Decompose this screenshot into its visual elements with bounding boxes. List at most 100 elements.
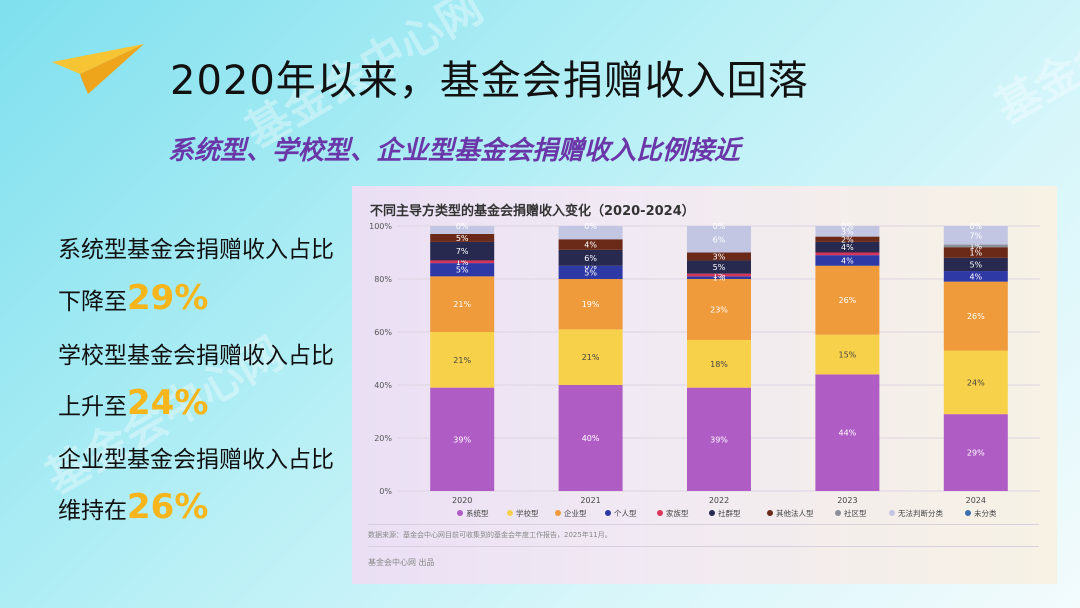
bar-segment: [815, 374, 880, 491]
bar-segment: [943, 226, 1008, 245]
highlight-3-value-line: 维持在26%: [58, 487, 208, 527]
bar-segment: [943, 281, 1008, 351]
highlight-1-value: 29%: [127, 278, 209, 318]
highlight-2-value-line: 上升至24%: [58, 383, 208, 423]
data-label: 0%: [841, 222, 854, 231]
bar-segment: [687, 226, 751, 253]
legend-label: 社区型: [844, 508, 867, 518]
legend-label: 学校型: [516, 508, 539, 518]
data-label: 1%: [969, 242, 982, 251]
bar-segment: [430, 263, 495, 277]
data-label: 4%: [841, 256, 854, 265]
data-label: 5%: [456, 266, 469, 275]
highlight-3-prefix: 维持在: [58, 498, 127, 524]
bar-segment: [943, 257, 1008, 272]
bar-segment: [943, 350, 1008, 415]
y-tick-label: 100%: [369, 222, 392, 231]
data-label: 39%: [453, 435, 471, 444]
chart-footer: 基金会中心网 出品: [368, 558, 435, 567]
bar-segment: [687, 387, 751, 491]
data-label: 0%: [584, 262, 597, 271]
bar-segment: [943, 247, 1008, 258]
data-label: 4%: [584, 241, 597, 250]
bar-segment: [815, 226, 880, 237]
bar-segment: [430, 387, 495, 491]
data-label: 0%: [456, 222, 469, 231]
stacked-bar-chart: 0%20%40%60%80%100%39%21%21%5%1%7%5%0%202…: [369, 222, 1040, 518]
divider: [368, 546, 1039, 547]
bar-segment: [558, 385, 623, 491]
legend-marker: [767, 510, 773, 516]
bar-segment: [558, 329, 623, 385]
chart-source: 数据来源：基金会中心网目前可收集到的基金会年度工作报告，2025年11月。: [368, 531, 612, 539]
bar-segment: [687, 252, 751, 261]
bar-segment: [815, 252, 880, 256]
highlight-1-value-line: 下降至29%: [58, 278, 208, 318]
bar-segment: [430, 241, 495, 261]
x-tick-label: 2020: [452, 496, 472, 505]
x-tick-label: 2023: [837, 496, 857, 505]
legend-marker: [657, 510, 663, 516]
data-label: 0%: [713, 222, 726, 231]
y-tick-label: 20%: [374, 434, 392, 443]
data-label: 26%: [967, 312, 985, 321]
legend-label: 系统型: [466, 508, 489, 518]
data-label: 1%: [713, 274, 726, 283]
legend-label: 社群型: [718, 508, 741, 518]
legend-marker: [507, 510, 513, 516]
data-label: 1%: [713, 271, 726, 280]
bar-segment: [815, 265, 880, 335]
data-label: 3%: [713, 252, 726, 261]
data-label: 0%: [969, 222, 982, 231]
bar-segment: [687, 273, 751, 277]
data-label: 6%: [713, 235, 726, 244]
bar-segment: [687, 260, 751, 274]
x-tick-label: 2024: [966, 496, 986, 505]
bar-segment: [558, 249, 623, 266]
highlight-1-label: 系统型基金会捐赠收入占比: [58, 237, 334, 263]
highlight-2-prefix: 上升至: [58, 394, 127, 420]
data-label: 24%: [967, 378, 985, 387]
data-label: 5%: [584, 268, 597, 277]
x-tick-label: 2022: [709, 496, 729, 505]
legend-marker: [457, 510, 463, 516]
data-label: 4%: [969, 272, 982, 281]
data-label: 26%: [839, 296, 857, 305]
legend-marker: [835, 510, 841, 516]
highlight-3-label: 企业型基金会捐赠收入占比: [58, 447, 334, 473]
bar-segment: [687, 276, 751, 279]
data-label: 7%: [456, 247, 469, 256]
data-label: 44%: [839, 429, 857, 438]
bar-segment: [558, 265, 623, 279]
legend-marker: [709, 510, 715, 516]
legend-label: 家族型: [666, 508, 689, 518]
data-label: 21%: [453, 356, 471, 365]
bar-segment: [558, 279, 623, 330]
chart-card: 不同主导方类型的基金会捐赠收入变化（2020-2024） 0% 20% 40% 60%…: [352, 186, 1057, 584]
data-label: 7%: [969, 231, 982, 240]
bar-segment: [943, 414, 1008, 491]
data-label: 5%: [969, 260, 982, 269]
legend-label: 个人型: [614, 509, 637, 518]
bar-segment: [687, 279, 751, 340]
bar-segment: [815, 236, 880, 242]
bar-segment: [687, 339, 751, 388]
data-label: 1%: [969, 249, 982, 258]
data-label: 18%: [710, 360, 728, 369]
legend-marker: [889, 510, 895, 516]
bar-segment: [558, 239, 623, 250]
data-label: 2%: [841, 235, 854, 244]
legend-label: 无法判断分类: [898, 508, 943, 518]
data-label: 5%: [456, 234, 469, 243]
data-label: 3%: [841, 227, 854, 236]
bar-segment: [430, 260, 495, 264]
data-label: 15%: [839, 351, 857, 360]
bar-segment: [815, 255, 880, 266]
bar-segment: [815, 334, 880, 375]
watermark: 基金会中心网: [987, 0, 1080, 134]
data-label: 40%: [582, 434, 600, 443]
highlight-3-value: 26%: [127, 487, 209, 527]
data-label: 0%: [584, 222, 597, 231]
data-label: 21%: [582, 353, 600, 362]
highlight-2-value: 24%: [127, 383, 209, 423]
